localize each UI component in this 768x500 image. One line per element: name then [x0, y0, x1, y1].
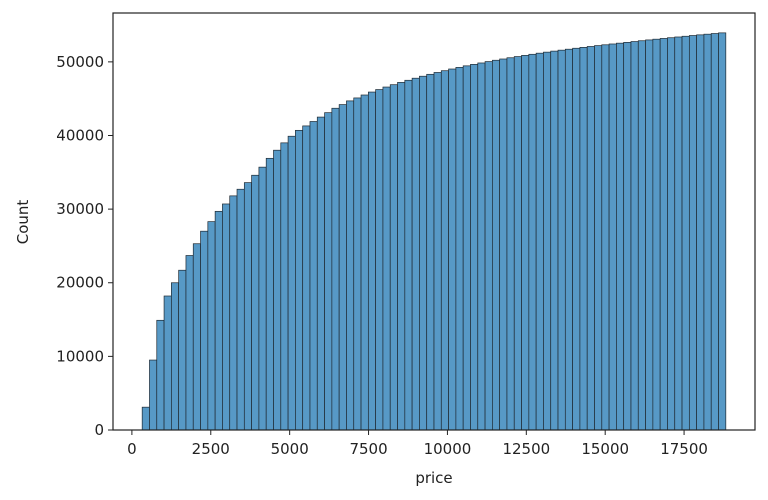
bar	[543, 51, 552, 431]
bar	[513, 56, 522, 431]
bar	[411, 77, 420, 431]
x-tick-label: 10000	[424, 440, 472, 458]
bar	[572, 47, 581, 431]
bar	[623, 42, 632, 431]
bar	[156, 319, 165, 431]
bar	[346, 100, 355, 431]
y-tick-label: 40000	[56, 126, 104, 144]
bar	[528, 53, 537, 431]
bar	[688, 35, 697, 431]
bar	[637, 40, 646, 431]
bar	[579, 47, 588, 431]
bar	[448, 68, 457, 431]
bar	[608, 43, 617, 431]
bar	[222, 203, 231, 431]
bar	[681, 35, 690, 431]
bar	[667, 37, 676, 431]
bar	[462, 65, 471, 431]
y-axis-label: Count	[14, 200, 32, 245]
bar	[535, 52, 544, 431]
bar	[586, 46, 595, 431]
x-tick-label: 0	[127, 440, 137, 458]
bar	[389, 84, 398, 431]
bar	[200, 230, 209, 431]
bar	[564, 48, 573, 431]
bar	[229, 195, 238, 431]
bar	[287, 135, 296, 431]
bar	[185, 255, 194, 431]
bar	[324, 112, 333, 431]
x-tick-label: 17500	[660, 440, 708, 458]
bar	[273, 149, 282, 431]
bar	[718, 32, 727, 431]
x-axis-label: price	[415, 469, 452, 487]
bar	[440, 70, 449, 431]
y-tick-label: 30000	[56, 200, 104, 218]
bar	[557, 49, 566, 431]
bar	[499, 58, 508, 431]
bar	[163, 295, 172, 431]
bar	[280, 142, 289, 431]
bar	[265, 157, 274, 431]
x-tick-label: 2500	[192, 440, 230, 458]
bar	[652, 38, 661, 431]
bar	[550, 50, 559, 431]
bar	[375, 89, 384, 431]
bar	[703, 33, 712, 431]
bar	[484, 61, 493, 431]
bar	[470, 64, 479, 431]
bar	[353, 97, 362, 431]
bar	[397, 82, 406, 431]
bar	[367, 91, 376, 431]
bar	[382, 86, 391, 431]
bar	[601, 44, 610, 431]
bar	[433, 72, 442, 431]
bar	[207, 221, 216, 431]
bar	[316, 116, 325, 431]
bar	[521, 55, 530, 431]
bar	[506, 57, 515, 431]
bar	[419, 75, 428, 431]
x-tick-label: 7500	[349, 440, 387, 458]
y-tick-label: 0	[94, 421, 104, 439]
bar	[243, 182, 252, 431]
bar	[674, 36, 683, 431]
bar	[659, 38, 668, 431]
x-tick-label: 12500	[502, 440, 550, 458]
bar	[594, 45, 603, 431]
bar	[331, 107, 340, 431]
y-tick-label: 10000	[56, 347, 104, 365]
bar	[258, 166, 267, 431]
bar	[360, 94, 369, 431]
bar	[302, 125, 311, 431]
bar	[192, 243, 201, 431]
bar	[295, 129, 304, 431]
bar	[645, 39, 654, 431]
bar	[404, 79, 413, 431]
bar	[251, 174, 260, 431]
bar	[309, 121, 318, 431]
bar	[455, 67, 464, 431]
bar	[696, 34, 705, 431]
bar	[338, 104, 347, 431]
bar	[141, 406, 150, 431]
bar	[630, 41, 639, 431]
bar	[710, 33, 719, 431]
bar	[426, 73, 435, 431]
x-tick-label: 15000	[581, 440, 629, 458]
x-tick-label: 5000	[271, 440, 309, 458]
bar	[149, 359, 158, 431]
y-tick-label: 20000	[56, 274, 104, 292]
bar	[171, 282, 180, 431]
bar	[214, 210, 223, 431]
y-tick-label: 50000	[56, 53, 104, 71]
bar	[492, 59, 501, 431]
plot-frame	[112, 12, 756, 431]
bar	[477, 62, 486, 431]
bar	[178, 269, 187, 431]
bar	[616, 42, 625, 431]
bar	[236, 188, 245, 431]
